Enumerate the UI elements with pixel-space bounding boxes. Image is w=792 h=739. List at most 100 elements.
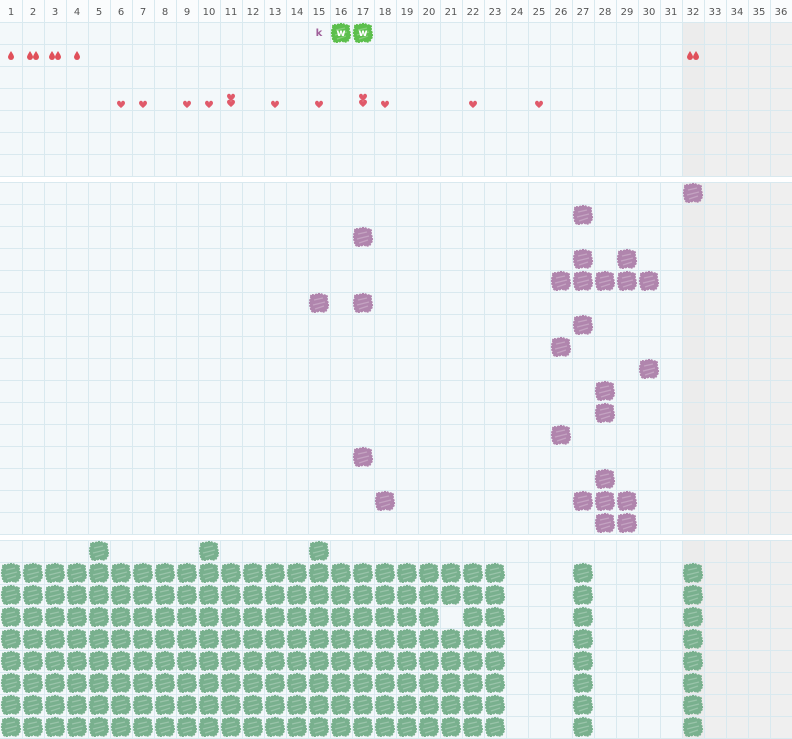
blob-shape — [242, 716, 264, 737]
blob-shape — [396, 694, 418, 715]
drop — [8, 51, 14, 60]
blob-shape — [594, 468, 616, 489]
green-block — [374, 562, 396, 583]
blob-shape — [154, 562, 176, 583]
blob-texture — [268, 611, 282, 624]
heart — [359, 93, 367, 101]
blob-shape — [484, 672, 506, 693]
blob-texture — [246, 699, 260, 712]
green-block — [484, 584, 506, 605]
blob-shape — [374, 606, 396, 627]
green-block — [154, 716, 176, 737]
blob-shape — [242, 562, 264, 583]
green-block — [88, 562, 110, 583]
blob-shape — [264, 672, 286, 693]
green-block — [88, 540, 110, 561]
blob-shape — [22, 584, 44, 605]
green-block — [66, 716, 88, 737]
green-block — [286, 628, 308, 649]
blob-shape — [572, 716, 594, 737]
blob-texture — [642, 363, 656, 376]
green-block — [484, 606, 506, 627]
blob-texture — [48, 655, 62, 668]
green-block — [440, 694, 462, 715]
blob-texture — [246, 721, 260, 734]
blob-texture — [400, 655, 414, 668]
blob-texture — [334, 655, 348, 668]
blob-shape — [44, 606, 66, 627]
green-block — [88, 584, 110, 605]
blob-shape — [44, 672, 66, 693]
green-block — [330, 584, 352, 605]
green-block — [0, 562, 22, 583]
blob-shape — [440, 562, 462, 583]
green-block — [572, 694, 594, 715]
green-block — [132, 562, 154, 583]
blob-texture — [312, 655, 326, 668]
blob-shape — [132, 584, 154, 605]
blob-shape — [88, 716, 110, 737]
blob-texture — [246, 589, 260, 602]
green-block — [264, 584, 286, 605]
green-block — [418, 650, 440, 671]
blob-shape — [462, 628, 484, 649]
green-block — [352, 650, 374, 671]
blob-texture — [48, 633, 62, 646]
green-block — [264, 672, 286, 693]
blob-texture — [400, 721, 414, 734]
blob-shape — [330, 716, 352, 737]
green-block — [308, 650, 330, 671]
blob-shape — [22, 628, 44, 649]
blob-shape — [198, 606, 220, 627]
blob-texture — [92, 721, 106, 734]
blob-shape — [22, 694, 44, 715]
blob-shape — [330, 606, 352, 627]
blob-shape — [572, 628, 594, 649]
green-block — [110, 716, 132, 737]
blob-shape — [352, 628, 374, 649]
blob-shape — [198, 540, 220, 561]
blob-texture — [114, 699, 128, 712]
blob-shape — [110, 584, 132, 605]
green-block — [0, 694, 22, 715]
blob-shape — [682, 628, 704, 649]
green-block — [110, 562, 132, 583]
purple-block — [374, 490, 396, 511]
blob-texture — [312, 567, 326, 580]
green-block — [0, 672, 22, 693]
blob-shape — [330, 562, 352, 583]
blob-texture — [4, 721, 18, 734]
blob-texture — [246, 567, 260, 580]
blob-shape — [132, 650, 154, 671]
blob-shape — [396, 716, 418, 737]
green-block — [66, 562, 88, 583]
blob-texture — [400, 567, 414, 580]
green-block — [572, 716, 594, 737]
blob-shape — [418, 672, 440, 693]
blob-texture — [576, 319, 590, 332]
blob-texture — [312, 677, 326, 690]
blob-texture — [686, 633, 700, 646]
blob-shape — [176, 628, 198, 649]
blob-shape — [616, 512, 638, 533]
blob-texture — [466, 611, 480, 624]
green-block — [484, 562, 506, 583]
heart — [205, 100, 213, 108]
blob-texture — [686, 187, 700, 200]
blob-texture — [488, 721, 502, 734]
blob-shape — [220, 628, 242, 649]
green-block — [396, 672, 418, 693]
green-block — [22, 716, 44, 737]
blob-texture — [576, 567, 590, 580]
blob-shape — [440, 716, 462, 737]
blob-shape — [22, 716, 44, 737]
blob-shape — [396, 584, 418, 605]
blob-texture — [70, 699, 84, 712]
drop — [33, 51, 39, 60]
blob-texture — [158, 633, 172, 646]
column-number: 12 — [247, 7, 260, 18]
blob-texture — [268, 721, 282, 734]
blob-texture — [136, 567, 150, 580]
green-block — [352, 716, 374, 737]
